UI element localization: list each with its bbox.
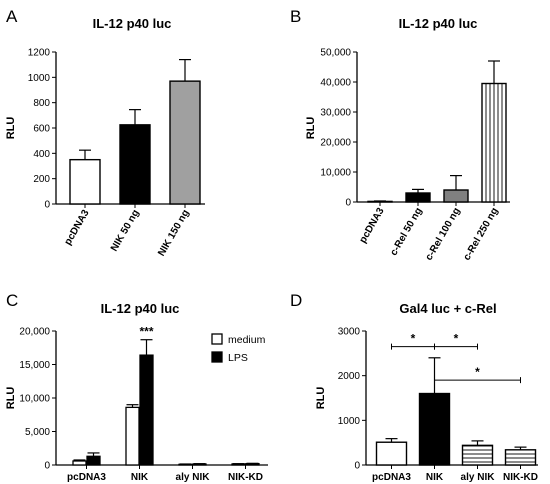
- y-tick-label: 1200: [28, 48, 51, 59]
- bar: [418, 392, 451, 466]
- panel-d-letter: D: [290, 291, 302, 310]
- y-tick-label: 20,000: [320, 138, 351, 149]
- x-category-label: c-Rel 100 ng: [424, 206, 463, 263]
- bar: [69, 158, 101, 205]
- panel-c: C IL-12 p40 luc 0 5,000 10,000 15,000 20,000…: [5, 291, 268, 483]
- bar: [504, 449, 537, 466]
- x-category-label: NIK 150 ng: [156, 208, 191, 258]
- y-tick-label: 600: [33, 124, 50, 135]
- panel-a-bars: [69, 58, 201, 205]
- panel-b: B IL-12 p40 luc 0 10,000 20,000 30,000 40,00…: [290, 7, 510, 263]
- bar: [405, 192, 431, 203]
- panel-c-title: IL-12 p40 luc: [101, 301, 180, 316]
- x-category-label: NIK: [426, 472, 444, 483]
- bar-LPS: [86, 455, 101, 466]
- bar-medium: [178, 463, 193, 466]
- bar: [367, 200, 393, 203]
- y-tick-label: 0: [44, 461, 50, 472]
- panel-d-significance: * * *: [391, 332, 521, 384]
- legend-label-medium: medium: [228, 334, 266, 346]
- y-tick-label: 3000: [338, 327, 361, 338]
- panel-d-title: Gal4 luc + c-Rel: [399, 301, 496, 316]
- x-category-label: pcDNA3: [372, 472, 411, 483]
- panel-d-bars: [375, 357, 537, 466]
- legend-swatch-LPS: [211, 351, 223, 363]
- panel-a-title: IL-12 p40 luc: [93, 16, 172, 31]
- significance-label: *: [411, 332, 416, 346]
- x-category-label: c-Rel 50 ng: [388, 206, 424, 258]
- x-category-label: aly NIK: [461, 472, 496, 483]
- bar: [119, 124, 151, 205]
- bar: [375, 441, 408, 466]
- x-category-label: pcDNA3: [63, 208, 92, 248]
- y-tick-label: 15,000: [19, 360, 50, 371]
- significance-label: *: [475, 365, 480, 379]
- bar-medium: [72, 460, 87, 466]
- x-category-label: pcDNA3: [358, 206, 387, 246]
- panel-d: D Gal4 luc + c-Rel 0 1000 2000 3000 pcDNA3 NI…: [290, 291, 538, 483]
- significance-label: ***: [139, 325, 153, 339]
- y-tick-label: 200: [33, 174, 50, 185]
- bar: [481, 82, 507, 203]
- bar-LPS: [139, 354, 154, 466]
- panel-d-ylabel: RLU: [315, 387, 327, 410]
- significance-label: *: [454, 332, 459, 346]
- panel-c-bars: ***: [72, 325, 260, 466]
- panel-b-letter: B: [290, 7, 301, 26]
- x-category-label: pcDNA3: [67, 472, 106, 483]
- panel-b-title: IL-12 p40 luc: [399, 16, 478, 31]
- y-tick-label: 10,000: [320, 168, 351, 179]
- panel-a-ylabel: RLU: [5, 117, 17, 140]
- y-tick-label: 0: [44, 200, 50, 211]
- panel-b-bars: [367, 60, 507, 203]
- y-tick-label: 40,000: [320, 78, 351, 89]
- bar: [461, 444, 494, 466]
- x-category-label: NIK-KD: [228, 472, 263, 483]
- x-category-label: c-Rel 250 ng: [462, 206, 501, 263]
- y-tick-label: 30,000: [320, 108, 351, 119]
- panel-a: A IL-12 p40 luc 0 200 400 600 800 1000 1200 pcD…: [5, 7, 205, 258]
- bar-LPS: [245, 463, 260, 466]
- x-category-label: NIK 50 ng: [109, 208, 142, 253]
- x-category-label: NIK: [131, 472, 149, 483]
- y-tick-label: 2000: [338, 371, 361, 382]
- bar: [169, 80, 201, 205]
- x-category-label: aly NIK: [176, 472, 211, 483]
- y-tick-label: 0: [345, 198, 351, 209]
- panel-c-legend: medium LPS: [211, 333, 266, 364]
- x-category-label: NIK-KD: [503, 472, 538, 483]
- panel-a-letter: A: [6, 7, 18, 26]
- panel-c-letter: C: [6, 291, 18, 310]
- y-tick-label: 800: [33, 98, 50, 109]
- panel-b-ylabel: RLU: [305, 117, 317, 140]
- y-tick-label: 20,000: [19, 327, 50, 338]
- bar-medium: [231, 463, 246, 466]
- y-tick-label: 0: [354, 461, 360, 472]
- y-tick-label: 50,000: [320, 48, 351, 59]
- panel-c-axes: 0 5,000 10,000 15,000 20,000 pcDNA3 NIK aly NIK…: [19, 327, 268, 483]
- legend-swatch-medium: [211, 333, 223, 345]
- y-tick-label: 5,000: [25, 427, 50, 438]
- panel-c-ylabel: RLU: [5, 387, 17, 410]
- y-tick-label: 10,000: [19, 394, 50, 405]
- y-tick-label: 1000: [338, 416, 361, 427]
- y-tick-label: 1000: [28, 73, 51, 84]
- bar-medium: [125, 406, 140, 466]
- bar: [443, 189, 469, 203]
- legend-label-LPS: LPS: [228, 352, 248, 364]
- bar-LPS: [192, 463, 207, 466]
- y-tick-label: 400: [33, 149, 50, 160]
